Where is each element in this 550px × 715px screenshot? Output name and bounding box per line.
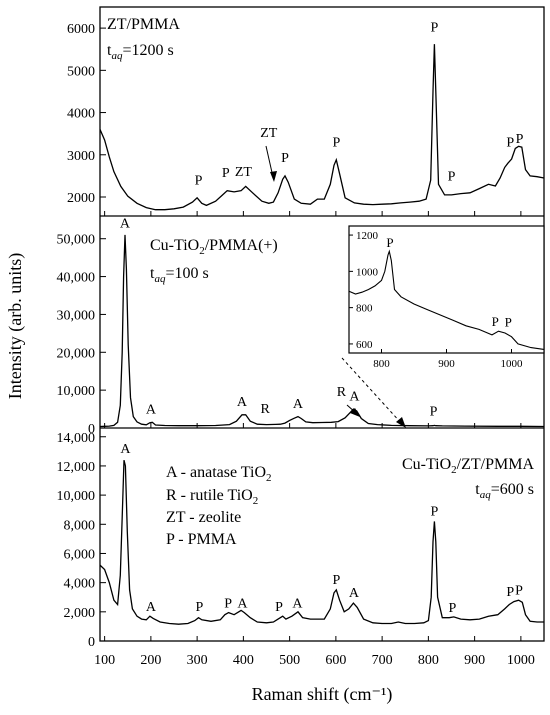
x-tick-label: 800 xyxy=(418,653,439,668)
x-tick-label: 900 xyxy=(464,653,485,668)
peak-label: A xyxy=(120,442,131,457)
peak-label: P xyxy=(449,601,457,616)
y-tick-label: 12,000 xyxy=(57,460,96,475)
peak-label: A xyxy=(237,596,248,611)
y-axis-title: Intensity (arb. units) xyxy=(5,253,26,399)
peak-label: P xyxy=(224,596,232,611)
peak-label: P xyxy=(506,585,514,600)
spectrum-zt-pmma xyxy=(99,44,545,211)
peak-label: ZT xyxy=(260,126,278,141)
peak-label: P xyxy=(515,583,523,598)
panel-cuzt-title: Cu-TiO2/ZT/PMMA xyxy=(402,456,535,476)
peak-label: P xyxy=(281,151,289,166)
peak-label: A xyxy=(293,397,304,412)
inset-x-tick-label: 900 xyxy=(438,358,455,370)
peak-label: R xyxy=(260,402,270,417)
peak-label: ZT xyxy=(235,165,253,180)
peak-label: P xyxy=(332,573,340,588)
peak-label: A xyxy=(146,600,157,615)
peak-label: P xyxy=(448,170,456,185)
inset-pointer-dotted xyxy=(341,357,403,425)
y-tick-label: 14,000 xyxy=(57,431,96,446)
inset-x-tick-label: 1000 xyxy=(501,358,524,370)
inset-spectrum xyxy=(348,249,545,350)
panel-cuzt-taq: taq=600 s xyxy=(475,481,534,501)
legend-rutile: R - rutile TiO2 xyxy=(166,487,258,507)
y-tick-label: 30,000 xyxy=(57,308,96,323)
inset-x-tick-label: 800 xyxy=(373,358,390,370)
y-tick-label: 3000 xyxy=(67,149,95,164)
y-tick-label: 50,000 xyxy=(57,233,96,248)
peak-label: A xyxy=(292,596,303,611)
peak-label: P xyxy=(430,505,438,520)
legend-pmma: P - PMMA xyxy=(166,531,237,548)
peak-label: P xyxy=(332,135,340,150)
peak-label: A xyxy=(237,395,248,410)
panel-cu-title: Cu-TiO2/PMMA(+) xyxy=(150,237,278,257)
y-tick-label: 6,000 xyxy=(64,547,96,562)
peak-label: A xyxy=(146,403,157,418)
y-tick-label: 40,000 xyxy=(57,271,96,286)
y-tick-label: 20,000 xyxy=(57,346,96,361)
inset-y-tick-label: 1200 xyxy=(356,230,379,242)
peak-label: P xyxy=(430,20,438,35)
panel-zt-taq: taq=1200 s xyxy=(107,42,174,62)
rutile-arrow-head xyxy=(350,408,360,417)
peak-label: R xyxy=(337,385,347,400)
x-tick-label: 500 xyxy=(279,653,300,668)
y-tick-label: 0 xyxy=(88,635,95,650)
inset-y-tick-label: 1000 xyxy=(356,266,379,278)
x-tick-label: 600 xyxy=(325,653,346,668)
x-tick-label: 400 xyxy=(233,653,254,668)
zt-arrow-head xyxy=(270,171,277,182)
y-tick-label: 5000 xyxy=(67,64,95,79)
x-tick-label: 700 xyxy=(372,653,393,668)
inset-pointer-head xyxy=(396,417,406,428)
x-tick-label: 300 xyxy=(187,653,208,668)
y-tick-label: 10,000 xyxy=(57,489,96,504)
inset-box xyxy=(348,225,545,354)
y-tick-label: 6000 xyxy=(67,22,95,37)
peak-label: P xyxy=(196,600,204,615)
peak-label: A xyxy=(120,216,131,231)
legend-anatase: A - anatase TiO2 xyxy=(166,464,272,484)
legend-zeolite: ZT - zeolite xyxy=(166,509,241,526)
y-tick-label: 8,000 xyxy=(64,518,96,533)
spectrum-cu-tio2-zt-pmma xyxy=(99,459,544,625)
panel-cu-taq: taq=100 s xyxy=(150,265,209,285)
x-axis-title: Raman shift (cm⁻¹) xyxy=(252,684,393,705)
y-tick-label: 0 xyxy=(88,422,95,437)
peak-label: P xyxy=(222,166,230,181)
y-tick-label: 2000 xyxy=(67,191,95,206)
y-tick-label: 2,000 xyxy=(64,606,96,621)
peak-label: A xyxy=(349,586,360,601)
inset-peak-label: P xyxy=(386,235,393,250)
y-tick-label: 4,000 xyxy=(64,577,96,592)
inset-y-tick-label: 600 xyxy=(356,339,373,351)
peak-label: P xyxy=(506,135,514,150)
spectrum-cu-tio2-pmma xyxy=(99,234,545,428)
inset-peak-label: P xyxy=(505,315,512,330)
y-tick-label: 4000 xyxy=(67,107,95,122)
peak-label: P xyxy=(516,132,524,147)
peak-label: P xyxy=(275,600,283,615)
x-tick-label: 200 xyxy=(140,653,161,668)
inset-y-tick-label: 800 xyxy=(356,303,373,315)
peak-label: P xyxy=(195,173,203,188)
peak-label: A xyxy=(349,389,360,404)
x-tick-label: 100 xyxy=(94,653,115,668)
inset-peak-label: P xyxy=(492,314,499,329)
x-tick-label: 1000 xyxy=(507,653,535,668)
y-tick-label: 10,000 xyxy=(57,384,96,399)
panel-zt-title: ZT/PMMA xyxy=(107,16,180,33)
peak-label: P xyxy=(430,405,438,420)
